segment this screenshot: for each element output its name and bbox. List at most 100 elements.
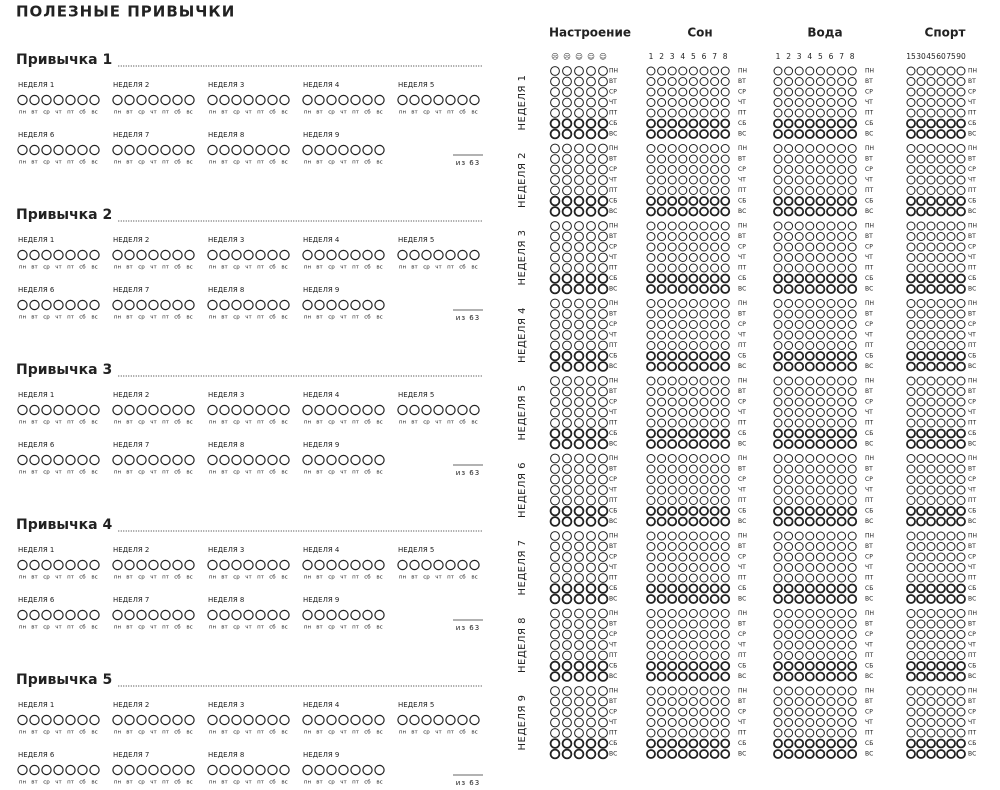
check-circle bbox=[784, 221, 794, 231]
day-label: чт bbox=[340, 470, 347, 476]
check-circle bbox=[847, 531, 857, 541]
check-circle bbox=[374, 714, 385, 726]
day-label: СБ bbox=[968, 430, 976, 437]
day-label: чт bbox=[340, 160, 347, 166]
check-circle bbox=[562, 66, 572, 76]
check-circle bbox=[585, 671, 597, 682]
check-circle bbox=[586, 87, 596, 97]
day-label: чт bbox=[245, 315, 252, 321]
check-circle bbox=[709, 351, 720, 361]
day-label: ПН bbox=[738, 145, 747, 152]
check-circle bbox=[409, 714, 420, 726]
check-circle bbox=[720, 129, 731, 139]
check-circle bbox=[784, 242, 794, 252]
scale-label: 2 bbox=[659, 52, 664, 61]
check-circle bbox=[338, 94, 349, 106]
check-circle bbox=[688, 341, 698, 350]
check-circle bbox=[837, 531, 847, 541]
week-label: НЕДЕЛЯ 8 bbox=[208, 131, 244, 139]
check-circle bbox=[688, 661, 699, 671]
check-circle bbox=[445, 559, 456, 571]
day-label: ЧТ bbox=[738, 487, 746, 494]
check-circle bbox=[688, 242, 698, 252]
check-circle bbox=[678, 108, 688, 118]
check-circle bbox=[936, 108, 946, 118]
check-circle bbox=[773, 531, 783, 541]
day-label: вс bbox=[376, 625, 382, 631]
check-circle bbox=[936, 609, 946, 618]
day-label: пн bbox=[19, 265, 27, 271]
check-circle bbox=[207, 94, 218, 106]
check-circle bbox=[936, 387, 946, 396]
check-circle bbox=[847, 749, 858, 759]
check-circle bbox=[207, 714, 218, 726]
check-circle bbox=[656, 351, 667, 361]
check-circle bbox=[804, 738, 815, 749]
check-circle bbox=[646, 361, 656, 372]
day-label: чт bbox=[245, 265, 252, 271]
check-circle bbox=[815, 376, 825, 386]
week-label: НЕДЕЛЯ 3 bbox=[208, 701, 244, 709]
check-circle bbox=[574, 309, 584, 319]
day-label: пн bbox=[19, 780, 27, 786]
check-circle bbox=[656, 284, 667, 294]
check-circle bbox=[826, 98, 836, 107]
day-label: пн bbox=[399, 420, 407, 426]
check-circle bbox=[667, 330, 677, 340]
check-circle bbox=[926, 418, 936, 428]
day-label: сб bbox=[174, 420, 181, 426]
check-circle bbox=[826, 221, 836, 231]
check-circle bbox=[688, 309, 698, 319]
check-circle bbox=[946, 77, 956, 86]
check-circle bbox=[172, 609, 183, 621]
day-label: вс bbox=[281, 575, 287, 581]
check-circle bbox=[936, 749, 946, 759]
check-circle bbox=[646, 475, 656, 484]
check-circle bbox=[916, 454, 926, 463]
day-label: СР bbox=[865, 166, 873, 173]
check-circle bbox=[562, 76, 572, 87]
check-circle bbox=[906, 351, 916, 361]
check-circle bbox=[710, 552, 720, 562]
day-label: ср bbox=[328, 160, 335, 166]
check-circle bbox=[699, 542, 709, 551]
day-label: СР bbox=[865, 709, 873, 716]
check-circle bbox=[362, 454, 373, 466]
week-label: НЕДЕЛЯ 8 bbox=[208, 441, 244, 449]
check-circle bbox=[794, 573, 804, 583]
day-label: вт bbox=[316, 420, 323, 426]
check-circle bbox=[773, 361, 783, 372]
check-circle bbox=[597, 660, 609, 672]
check-circle bbox=[549, 738, 561, 749]
check-circle bbox=[773, 738, 783, 749]
check-circle bbox=[794, 397, 804, 407]
check-circle bbox=[267, 559, 278, 571]
day-label: сб bbox=[174, 625, 181, 631]
check-circle bbox=[562, 686, 572, 696]
check-circle bbox=[586, 340, 596, 351]
check-circle bbox=[837, 263, 847, 273]
check-circle bbox=[657, 728, 667, 738]
day-label: чт bbox=[55, 730, 62, 736]
day-label: ПТ bbox=[738, 342, 747, 349]
check-circle bbox=[549, 206, 561, 217]
check-circle bbox=[585, 428, 597, 439]
day-label: ПТ bbox=[865, 187, 874, 194]
day-label: ВТ bbox=[738, 621, 746, 628]
check-circle bbox=[720, 397, 730, 407]
check-circle bbox=[561, 671, 573, 682]
check-circle bbox=[573, 128, 585, 140]
day-label: вс bbox=[471, 420, 477, 426]
check-circle bbox=[784, 376, 794, 386]
day-label: ср bbox=[233, 420, 240, 426]
day-label: ВТ bbox=[968, 466, 976, 473]
check-circle bbox=[783, 351, 794, 361]
check-circle bbox=[773, 428, 783, 439]
check-circle bbox=[688, 630, 698, 639]
check-circle bbox=[837, 552, 847, 562]
check-circle bbox=[710, 464, 720, 474]
check-circle bbox=[946, 330, 956, 340]
check-circle bbox=[646, 563, 656, 572]
day-label: пн bbox=[19, 110, 27, 116]
check-circle bbox=[549, 428, 561, 439]
